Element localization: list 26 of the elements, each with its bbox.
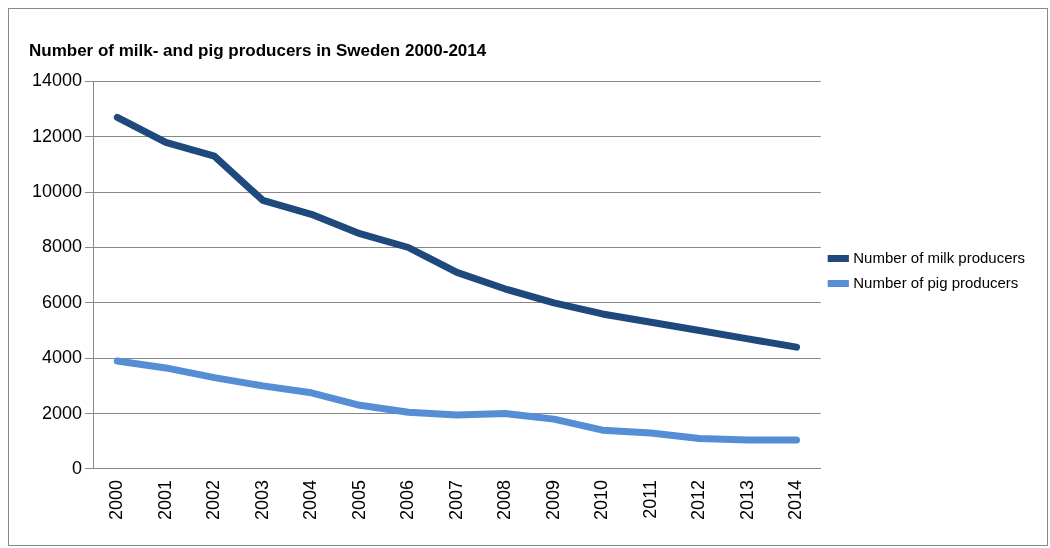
x-tick-label: 2001 bbox=[154, 479, 175, 520]
x-tick-label: 2009 bbox=[542, 479, 563, 520]
x-tick-label: 2010 bbox=[591, 479, 612, 520]
y-tick-label: 10000 bbox=[31, 181, 83, 202]
chart-title: Number of milk- and pig producers in Sweden 2000-2014 bbox=[29, 40, 487, 60]
x-tick-label: 2002 bbox=[203, 479, 224, 520]
x-tick-label: 2003 bbox=[251, 479, 272, 520]
y-tick-label: 0 bbox=[72, 457, 83, 478]
x-tick-label: 2014 bbox=[785, 479, 806, 520]
x-tick-label: 2004 bbox=[300, 479, 321, 520]
y-tick-label: 12000 bbox=[31, 125, 83, 146]
y-tick-label: 4000 bbox=[42, 347, 83, 368]
x-tick-label: 2011 bbox=[639, 479, 660, 519]
y-tick-label: 14000 bbox=[31, 70, 83, 91]
legend-label: Number of milk producers bbox=[853, 248, 1026, 266]
x-tick-label: 2006 bbox=[397, 479, 418, 520]
x-tick-label: 2012 bbox=[688, 479, 709, 520]
x-tick-label: 2005 bbox=[348, 479, 369, 520]
legend-label: Number of pig producers bbox=[853, 273, 1019, 291]
y-tick-label: 8000 bbox=[42, 236, 83, 257]
y-tick-label: 2000 bbox=[42, 402, 83, 423]
x-tick-label: 2007 bbox=[445, 479, 466, 520]
x-tick-label: 2008 bbox=[494, 479, 515, 520]
x-tick-label: 2000 bbox=[106, 479, 127, 520]
y-tick-label: 6000 bbox=[42, 291, 83, 312]
x-tick-label: 2013 bbox=[736, 479, 757, 520]
